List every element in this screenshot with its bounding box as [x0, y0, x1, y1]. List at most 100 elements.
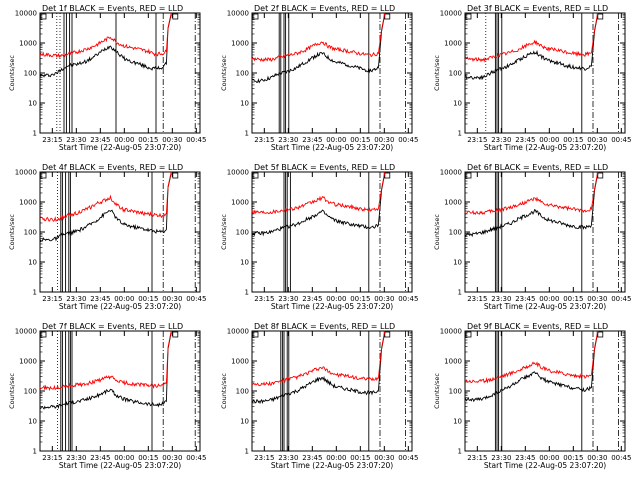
corner-square-marker — [40, 13, 47, 20]
x-tick-label: 00:45 — [398, 295, 418, 303]
y-tick-label: 1000 — [19, 358, 37, 366]
chart-title: Det 8f BLACK = Events, RED = LLD — [254, 322, 395, 331]
y-tick-label: 1000 — [444, 358, 462, 366]
chart-title: Det 4f BLACK = Events, RED = LLD — [42, 163, 183, 172]
events-series-line — [251, 332, 386, 405]
y-tick-label: 1000 — [19, 40, 37, 48]
x-tick-label: 00:45 — [611, 295, 631, 303]
chart-panel-3: Det 3f BLACK = Events, RED = LLD 1 10 100 10… — [433, 4, 631, 152]
x-tick-label: 00:30 — [587, 295, 607, 303]
y-tick-label: 100 — [449, 229, 462, 237]
x-axis-label: Start Time (22-Aug-05 23:07:20) — [59, 302, 181, 311]
corner-square-marker — [252, 172, 259, 179]
chart-panel-6: Det 6f BLACK = Events, RED = LLD 1 10 100 10… — [433, 163, 631, 311]
x-tick-label: 23:30 — [491, 454, 511, 462]
x-tick-label: 23:30 — [66, 454, 86, 462]
corner-square-marker — [252, 331, 259, 338]
x-tick-label: 00:00 — [326, 136, 346, 144]
chart-title: Det 3f BLACK = Events, RED = LLD — [467, 4, 608, 13]
x-tick-label: 23:15 — [254, 295, 274, 303]
x-tick-label: 00:45 — [611, 136, 631, 144]
chart-panel-9: Det 9f BLACK = Events, RED = LLD 1 10 100 10… — [433, 322, 631, 470]
x-tick-label: 00:30 — [162, 454, 182, 462]
y-axis-label: Counts/sec — [433, 214, 441, 250]
lld-series-line — [39, 171, 172, 222]
x-tick-label: 00:15 — [350, 295, 370, 303]
x-tick-label: 23:45 — [90, 295, 110, 303]
y-tick-label: 100 — [449, 388, 462, 396]
corner-square-marker — [172, 172, 179, 179]
plot-frame — [464, 12, 626, 134]
lld-series-line — [39, 12, 172, 59]
corner-square-marker — [40, 331, 47, 338]
x-tick-label: 00:00 — [114, 136, 134, 144]
corner-square-marker — [465, 13, 472, 20]
events-series-line — [464, 332, 599, 403]
y-tick-label: 1000 — [19, 199, 37, 207]
plot-frame — [251, 12, 413, 134]
x-tick-label: 00:30 — [162, 136, 182, 144]
y-axis-label: Counts/sec — [433, 373, 441, 409]
y-tick-label: 10 — [240, 100, 249, 108]
plot-frame — [251, 330, 413, 452]
corner-square-marker — [172, 331, 179, 338]
x-axis-label: Start Time (22-Aug-05 23:07:20) — [59, 461, 181, 470]
y-tick-label: 10000 — [15, 10, 37, 18]
corner-square-marker — [597, 13, 604, 20]
lld-series-line — [464, 330, 599, 384]
chart-panel-5: Det 5f BLACK = Events, RED = LLD 1 10 100 10… — [220, 163, 418, 311]
x-tick-label: 00:45 — [186, 295, 206, 303]
x-tick-label: 23:15 — [42, 295, 62, 303]
y-tick-label: 100 — [449, 70, 462, 78]
y-tick-label: 10 — [28, 259, 37, 267]
x-tick-label: 00:15 — [138, 454, 158, 462]
x-tick-label: 23:45 — [515, 454, 535, 462]
x-tick-label: 23:45 — [302, 136, 322, 144]
corner-square-marker — [384, 172, 391, 179]
chart-title: Det 9f BLACK = Events, RED = LLD — [467, 322, 608, 331]
y-tick-label: 1 — [458, 130, 462, 138]
y-tick-label: 100 — [236, 229, 249, 237]
x-tick-label: 23:30 — [491, 136, 511, 144]
y-axis-label: Counts/sec — [220, 55, 228, 91]
y-tick-label: 1000 — [231, 40, 249, 48]
x-tick-label: 00:30 — [374, 454, 394, 462]
x-tick-label: 00:30 — [587, 136, 607, 144]
x-tick-label: 23:30 — [278, 295, 298, 303]
y-tick-label: 1000 — [444, 40, 462, 48]
chart-title: Det 2f BLACK = Events, RED = LLD — [254, 4, 395, 13]
y-tick-label: 10 — [453, 418, 462, 426]
x-axis-label: Start Time (22-Aug-05 23:07:20) — [271, 143, 393, 152]
x-tick-label: 00:15 — [350, 454, 370, 462]
x-tick-label: 00:00 — [326, 454, 346, 462]
lld-series-line — [464, 171, 599, 215]
x-tick-label: 00:15 — [563, 454, 583, 462]
plot-frame — [464, 330, 626, 452]
chart-panel-8: Det 8f BLACK = Events, RED = LLD 1 10 100 10… — [220, 322, 418, 470]
y-tick-label: 10 — [28, 418, 37, 426]
x-axis-label: Start Time (22-Aug-05 23:07:20) — [484, 143, 606, 152]
x-tick-label: 23:45 — [302, 295, 322, 303]
y-tick-label: 10000 — [15, 169, 37, 177]
x-tick-label: 00:45 — [186, 454, 206, 462]
y-tick-label: 1 — [458, 448, 462, 456]
y-axis-label: Counts/sec — [433, 55, 441, 91]
events-series-line — [39, 14, 172, 78]
x-tick-label: 00:15 — [563, 295, 583, 303]
events-series-line — [464, 14, 599, 81]
corner-square-marker — [384, 13, 391, 20]
corner-square-marker — [597, 331, 604, 338]
lld-series-line — [39, 330, 172, 392]
corner-square-marker — [172, 13, 179, 20]
y-tick-label: 1 — [33, 289, 37, 297]
x-tick-label: 23:15 — [254, 136, 274, 144]
x-tick-label: 23:15 — [467, 454, 487, 462]
x-tick-label: 00:45 — [398, 454, 418, 462]
x-tick-label: 23:15 — [254, 454, 274, 462]
x-tick-label: 23:15 — [42, 136, 62, 144]
chart-title: Det 5f BLACK = Events, RED = LLD — [254, 163, 395, 172]
x-axis-label: Start Time (22-Aug-05 23:07:20) — [271, 461, 393, 470]
events-series-line — [464, 173, 599, 238]
x-axis-label: Start Time (22-Aug-05 23:07:20) — [484, 302, 606, 311]
y-axis-label: Counts/sec — [220, 214, 228, 250]
